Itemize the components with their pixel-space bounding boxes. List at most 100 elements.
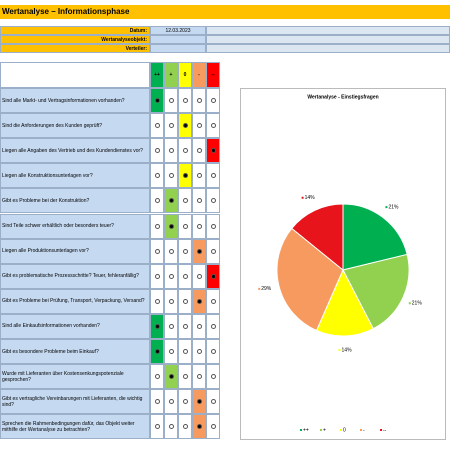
- radio[interactable]: [196, 323, 202, 329]
- radio[interactable]: [168, 173, 174, 179]
- option[interactable]: [164, 238, 178, 264]
- selected-option[interactable]: [164, 364, 178, 390]
- radio[interactable]: [168, 323, 174, 329]
- radio[interactable]: [168, 123, 174, 129]
- option[interactable]: [178, 288, 192, 314]
- radio[interactable]: [182, 148, 188, 154]
- radio[interactable]: [182, 273, 188, 279]
- option[interactable]: [178, 188, 192, 214]
- radio[interactable]: [196, 374, 202, 380]
- radio[interactable]: [196, 298, 202, 304]
- radio[interactable]: [210, 323, 216, 329]
- radio[interactable]: [196, 148, 202, 154]
- option[interactable]: [178, 389, 192, 415]
- option[interactable]: [206, 213, 220, 239]
- selected-option[interactable]: [164, 188, 178, 214]
- option[interactable]: [206, 414, 220, 440]
- radio[interactable]: [182, 323, 188, 329]
- radio[interactable]: [154, 424, 160, 430]
- radio[interactable]: [182, 223, 188, 229]
- radio[interactable]: [210, 349, 216, 355]
- radio[interactable]: [182, 123, 188, 129]
- radio[interactable]: [210, 198, 216, 204]
- radio[interactable]: [196, 98, 202, 104]
- option[interactable]: [150, 163, 164, 189]
- option[interactable]: [192, 364, 206, 390]
- radio[interactable]: [210, 98, 216, 104]
- radio[interactable]: [210, 273, 216, 279]
- option[interactable]: [178, 414, 192, 440]
- selected-option[interactable]: [150, 313, 164, 339]
- option[interactable]: [192, 213, 206, 239]
- option[interactable]: [192, 188, 206, 214]
- selected-option[interactable]: [206, 138, 220, 164]
- option[interactable]: [192, 88, 206, 114]
- option[interactable]: [164, 389, 178, 415]
- option[interactable]: [150, 138, 164, 164]
- radio[interactable]: [196, 173, 202, 179]
- radio[interactable]: [196, 273, 202, 279]
- selected-option[interactable]: [150, 88, 164, 114]
- selected-option[interactable]: [192, 389, 206, 415]
- option[interactable]: [192, 263, 206, 289]
- option[interactable]: [150, 188, 164, 214]
- radio[interactable]: [210, 173, 216, 179]
- option[interactable]: [150, 288, 164, 314]
- option[interactable]: [164, 414, 178, 440]
- radio[interactable]: [182, 349, 188, 355]
- radio[interactable]: [154, 399, 160, 405]
- radio[interactable]: [168, 198, 174, 204]
- radio[interactable]: [210, 374, 216, 380]
- option[interactable]: [150, 213, 164, 239]
- option[interactable]: [164, 113, 178, 139]
- radio[interactable]: [182, 198, 188, 204]
- option[interactable]: [178, 313, 192, 339]
- option[interactable]: [150, 414, 164, 440]
- option[interactable]: [178, 263, 192, 289]
- option[interactable]: [206, 339, 220, 365]
- radio[interactable]: [210, 424, 216, 430]
- radio[interactable]: [168, 148, 174, 154]
- option[interactable]: [164, 163, 178, 189]
- option[interactable]: [192, 313, 206, 339]
- selected-option[interactable]: [206, 263, 220, 289]
- radio[interactable]: [154, 349, 160, 355]
- radio[interactable]: [196, 349, 202, 355]
- radio[interactable]: [168, 349, 174, 355]
- radio[interactable]: [168, 273, 174, 279]
- radio[interactable]: [154, 323, 160, 329]
- option[interactable]: [164, 138, 178, 164]
- selected-option[interactable]: [192, 238, 206, 264]
- radio[interactable]: [196, 198, 202, 204]
- radio[interactable]: [168, 374, 174, 380]
- radio[interactable]: [210, 223, 216, 229]
- option[interactable]: [164, 288, 178, 314]
- radio[interactable]: [182, 98, 188, 104]
- option[interactable]: [178, 138, 192, 164]
- radio[interactable]: [154, 148, 160, 154]
- radio[interactable]: [154, 198, 160, 204]
- radio[interactable]: [168, 223, 174, 229]
- option[interactable]: [150, 389, 164, 415]
- radio[interactable]: [196, 223, 202, 229]
- radio[interactable]: [196, 399, 202, 405]
- radio[interactable]: [182, 173, 188, 179]
- radio[interactable]: [182, 424, 188, 430]
- radio[interactable]: [154, 374, 160, 380]
- radio[interactable]: [182, 374, 188, 380]
- option[interactable]: [206, 364, 220, 390]
- radio[interactable]: [196, 424, 202, 430]
- option[interactable]: [178, 213, 192, 239]
- option[interactable]: [178, 364, 192, 390]
- option[interactable]: [206, 188, 220, 214]
- option[interactable]: [206, 313, 220, 339]
- radio[interactable]: [168, 399, 174, 405]
- selected-option[interactable]: [178, 163, 192, 189]
- option[interactable]: [206, 389, 220, 415]
- selected-option[interactable]: [164, 213, 178, 239]
- option[interactable]: [150, 113, 164, 139]
- option[interactable]: [206, 88, 220, 114]
- option[interactable]: [206, 238, 220, 264]
- radio[interactable]: [182, 298, 188, 304]
- option[interactable]: [178, 238, 192, 264]
